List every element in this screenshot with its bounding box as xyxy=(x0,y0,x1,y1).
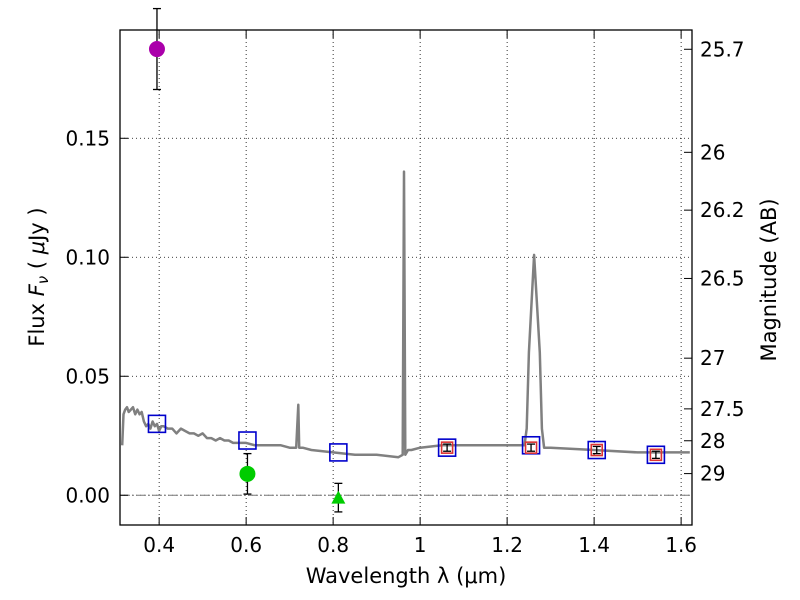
data-point-square xyxy=(147,414,167,434)
y-tick-label: 0.15 xyxy=(65,126,110,150)
y-axis-label-mu: μ xyxy=(25,241,49,255)
x-tick-label: 1.6 xyxy=(665,533,697,557)
series-r-band-detection xyxy=(239,452,256,495)
x-tick-label: 1 xyxy=(414,533,427,557)
data-point-square xyxy=(646,445,666,465)
y2-tick-label: 27 xyxy=(700,346,725,370)
data-point-square xyxy=(590,443,604,457)
data-point-circle xyxy=(148,41,165,58)
y2-tick-label: 27.5 xyxy=(700,397,745,421)
data-point-square xyxy=(329,443,348,462)
y-axis-label-open: ( xyxy=(25,254,49,276)
data-point-square xyxy=(649,448,663,462)
right-axis-tick-labels: 25.7 26 26.2 26.5 27 27.5 28 29 xyxy=(700,37,745,485)
y-tick-label: 0.10 xyxy=(65,245,110,269)
axis-ticks xyxy=(120,30,692,525)
y2-tick-label: 29 xyxy=(700,462,725,486)
right-axis-label: Magnitude (AB) xyxy=(757,198,781,361)
y2-tick-label: 26 xyxy=(700,140,725,164)
y-axis-label: Flux Fν ( μJy ) xyxy=(25,207,52,346)
x-axis-label: Wavelength λ (μm) xyxy=(306,564,507,588)
model-sed-line xyxy=(120,170,690,459)
y2-tick-label: 26.5 xyxy=(700,266,745,290)
data-point-square xyxy=(440,441,454,454)
data-point-square xyxy=(524,441,538,454)
y2-tick-label: 28 xyxy=(700,429,725,453)
y2-tick-label: 26.2 xyxy=(700,198,745,222)
data-point-square xyxy=(238,431,257,450)
y-tick-label: 0.00 xyxy=(65,483,110,507)
y-axis-label-subscript: ν xyxy=(34,276,52,284)
y-axis-label-prefix: Flux xyxy=(25,296,49,346)
y2-tick-label: 25.7 xyxy=(700,37,745,61)
data-point-circle xyxy=(239,465,256,482)
data-point-square xyxy=(437,438,457,457)
x-tick-label: 1.2 xyxy=(491,533,523,557)
x-tick-label: 0.6 xyxy=(230,533,262,557)
x-tick-label: 0.4 xyxy=(143,533,175,557)
x-tick-labels: 0.4 0.6 0.8 1 1.2 1.4 1.6 xyxy=(143,533,697,557)
x-tick-label: 1.4 xyxy=(578,533,610,557)
series-layer xyxy=(120,7,690,513)
series-observed-nir- xyxy=(440,441,663,462)
y-axis-label-symbol: F xyxy=(25,283,49,296)
x-tick-label: 0.8 xyxy=(317,533,349,557)
data-point-square xyxy=(587,440,607,460)
series-model-photometry xyxy=(147,414,666,465)
y-tick-label: 0.05 xyxy=(65,364,110,388)
data-point-triangle xyxy=(331,490,346,504)
series-u-band-detection xyxy=(148,7,165,91)
y-tick-labels: 0.00 0.05 0.10 0.15 xyxy=(65,126,110,507)
series-i-band-upper-limit xyxy=(331,482,346,513)
plot-frame xyxy=(119,29,693,526)
series-model-sed xyxy=(120,170,690,459)
y-axis-label-unit: Jy ) xyxy=(25,207,49,243)
